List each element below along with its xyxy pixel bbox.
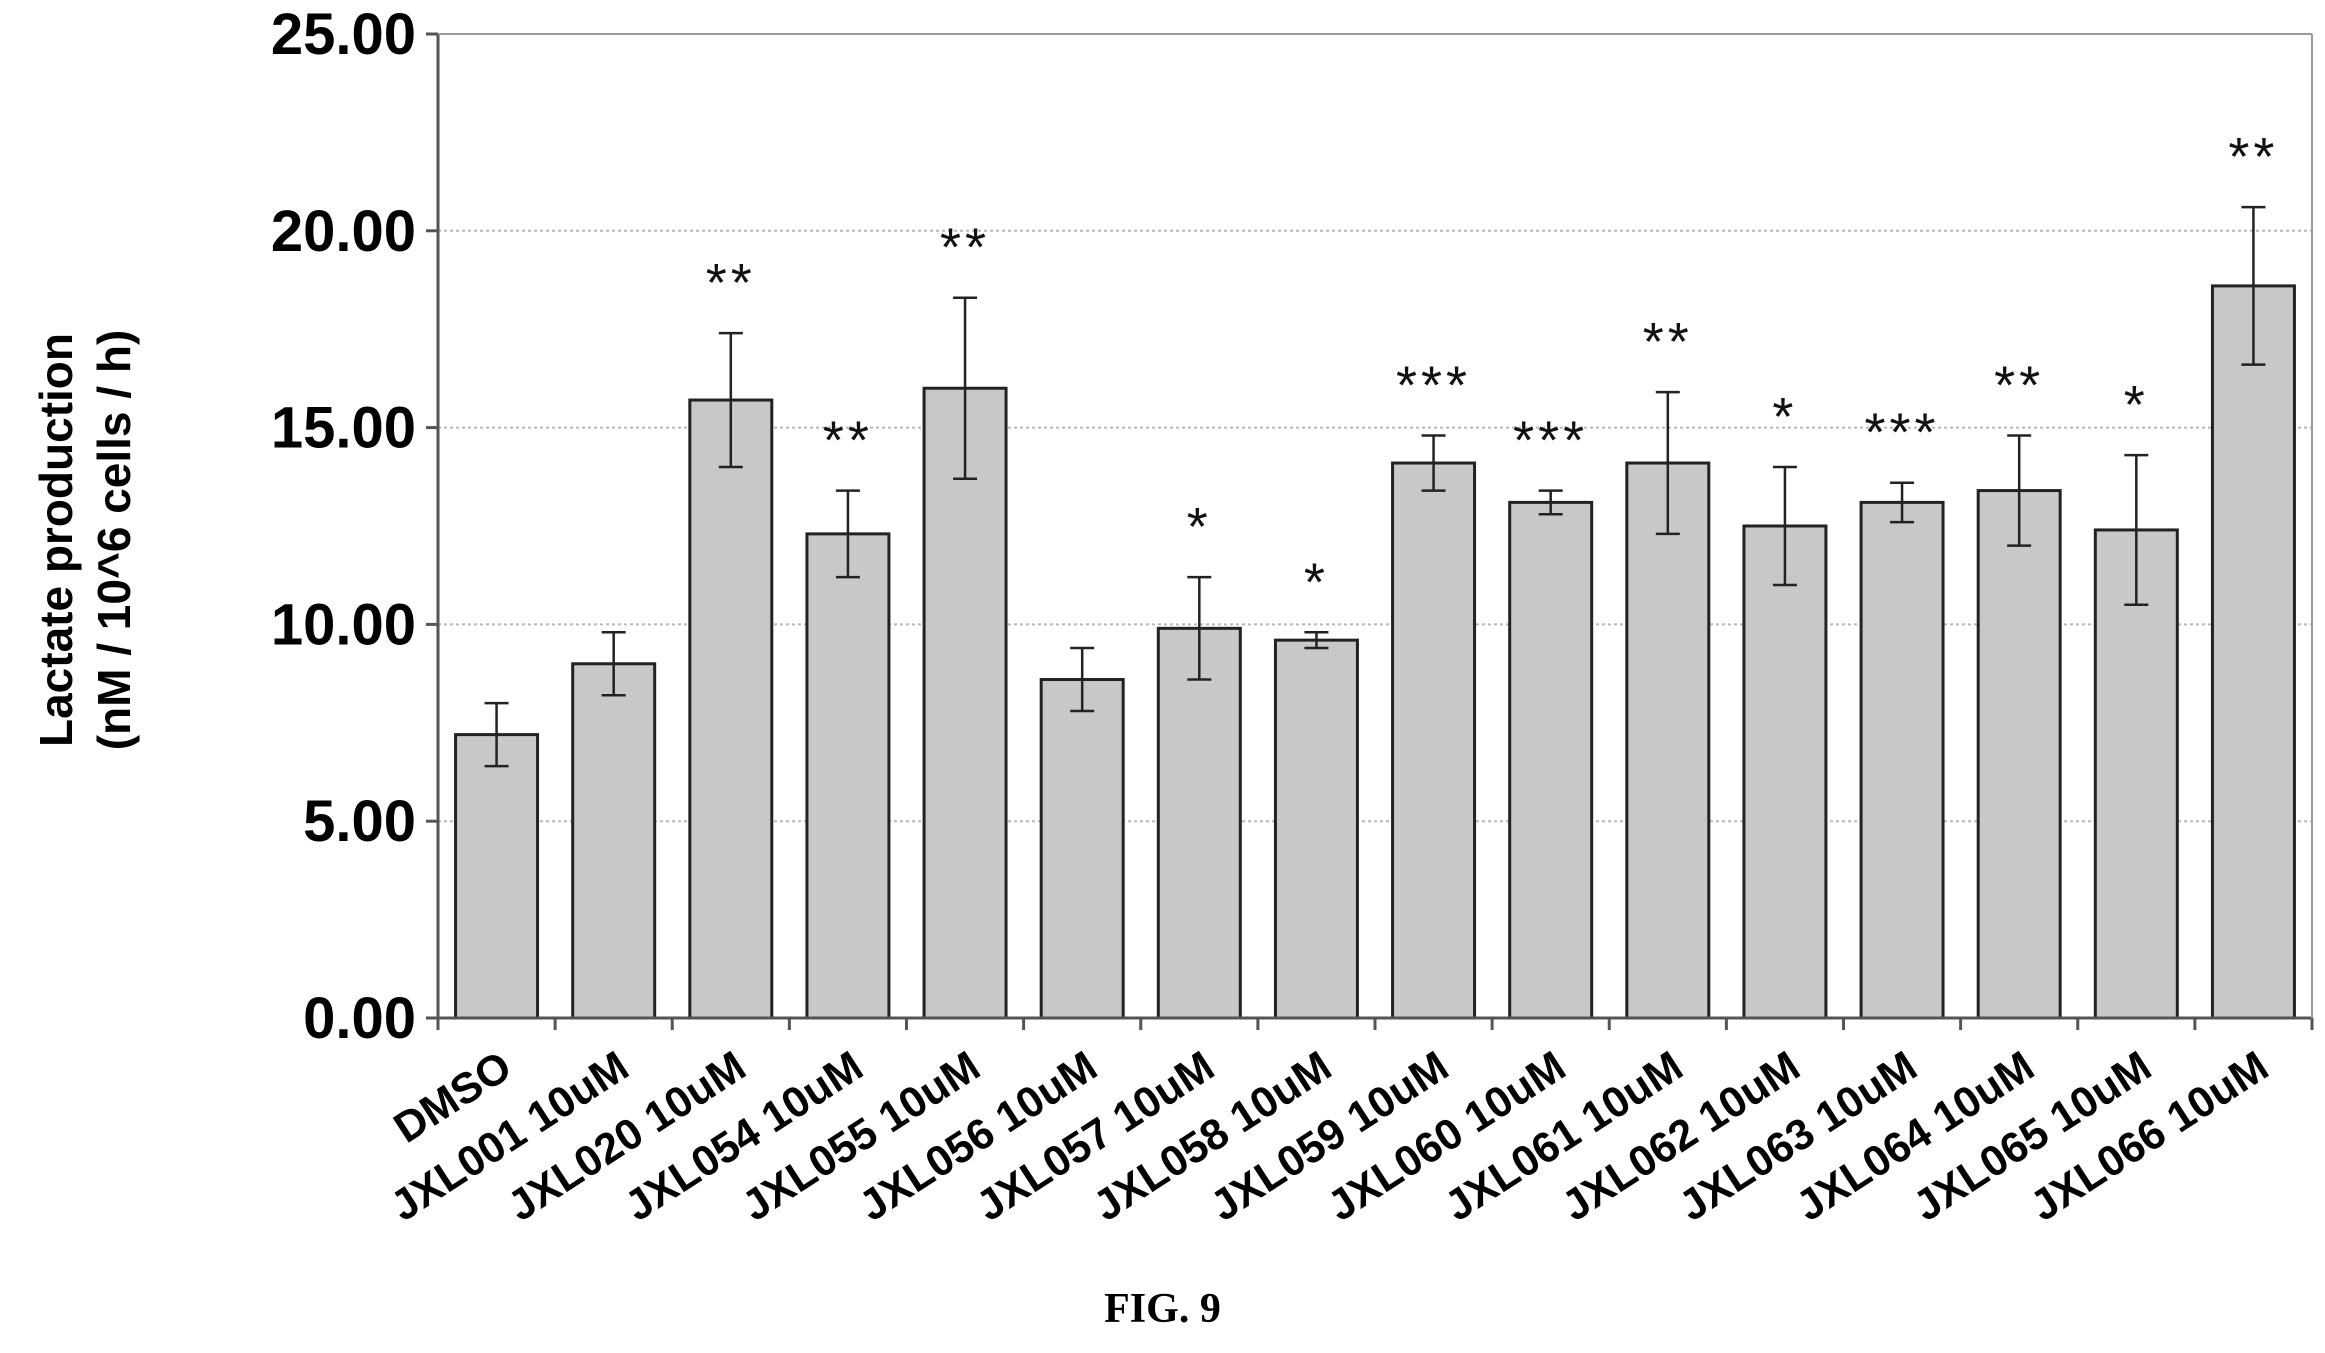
error-bar	[484, 701, 509, 768]
y-tick-label: 20.00	[271, 199, 416, 264]
y-tick-label: 15.00	[271, 396, 416, 461]
error-bar	[1890, 481, 1915, 524]
error-bar	[1538, 489, 1563, 516]
significance-marker: **	[940, 218, 990, 278]
bar	[2093, 528, 2179, 1020]
significance-marker: *	[1772, 387, 1797, 447]
error-bar	[2241, 205, 2266, 366]
bar	[1625, 461, 1711, 1020]
significance-marker: ***	[1865, 403, 1940, 463]
bar	[571, 662, 657, 1020]
bar	[1039, 678, 1125, 1020]
bar	[454, 733, 540, 1020]
bar	[1391, 461, 1477, 1020]
y-axis-label: Lactate production (nM / 10^6 cells / h)	[30, 330, 140, 751]
error-bar	[718, 331, 743, 469]
y-tick-label: 0.00	[303, 986, 416, 1051]
y-axis-label-line-1: Lactate production	[30, 333, 82, 747]
y-axis-label-line-2: (nM / 10^6 cells / h)	[88, 330, 140, 751]
error-bar	[1070, 646, 1095, 713]
significance-marker: *	[2124, 375, 2149, 435]
error-bar	[1304, 631, 1329, 650]
y-tick-label: 10.00	[271, 592, 416, 657]
bar	[1273, 638, 1359, 1020]
figure-caption: FIG. 9	[1104, 1286, 1221, 1332]
bar	[805, 532, 891, 1020]
y-axis-ticks: 0.00 5.00 10.00 15.00 20.00 25.00	[271, 2, 438, 1051]
axes	[436, 33, 2314, 1030]
error-bar	[2007, 434, 2032, 547]
significance-marker: **	[706, 253, 756, 313]
significance-marker: *	[1187, 497, 1212, 557]
significance-marker: ***	[1513, 411, 1588, 471]
error-bar	[601, 631, 626, 697]
significance-marker: ***	[1396, 355, 1471, 415]
significance-marker: **	[1643, 312, 1693, 372]
error-bar	[953, 296, 978, 481]
significance-markers: ***************** ***** ***	[706, 127, 2278, 612]
y-tick-label: 5.00	[303, 789, 416, 854]
bar	[922, 386, 1008, 1020]
bar	[1976, 489, 2062, 1020]
bar	[1156, 626, 1242, 1020]
bar	[2210, 284, 2296, 1020]
bar	[1859, 500, 1945, 1020]
error-bar	[1187, 575, 1212, 681]
bar	[1508, 500, 1594, 1020]
bar	[688, 398, 774, 1020]
y-tick-label: 25.00	[271, 2, 416, 67]
significance-marker: **	[823, 411, 873, 471]
significance-marker: **	[2228, 127, 2278, 187]
significance-marker: *	[1304, 552, 1329, 612]
error-bar	[2124, 453, 2149, 606]
error-bar	[835, 489, 860, 579]
error-bars	[484, 205, 2266, 768]
error-bar	[1421, 434, 1446, 492]
error-bar	[1772, 465, 1797, 587]
bar	[1742, 524, 1828, 1020]
error-bar	[1655, 390, 1680, 536]
significance-marker: **	[1994, 355, 2044, 415]
bars	[454, 284, 2296, 1020]
